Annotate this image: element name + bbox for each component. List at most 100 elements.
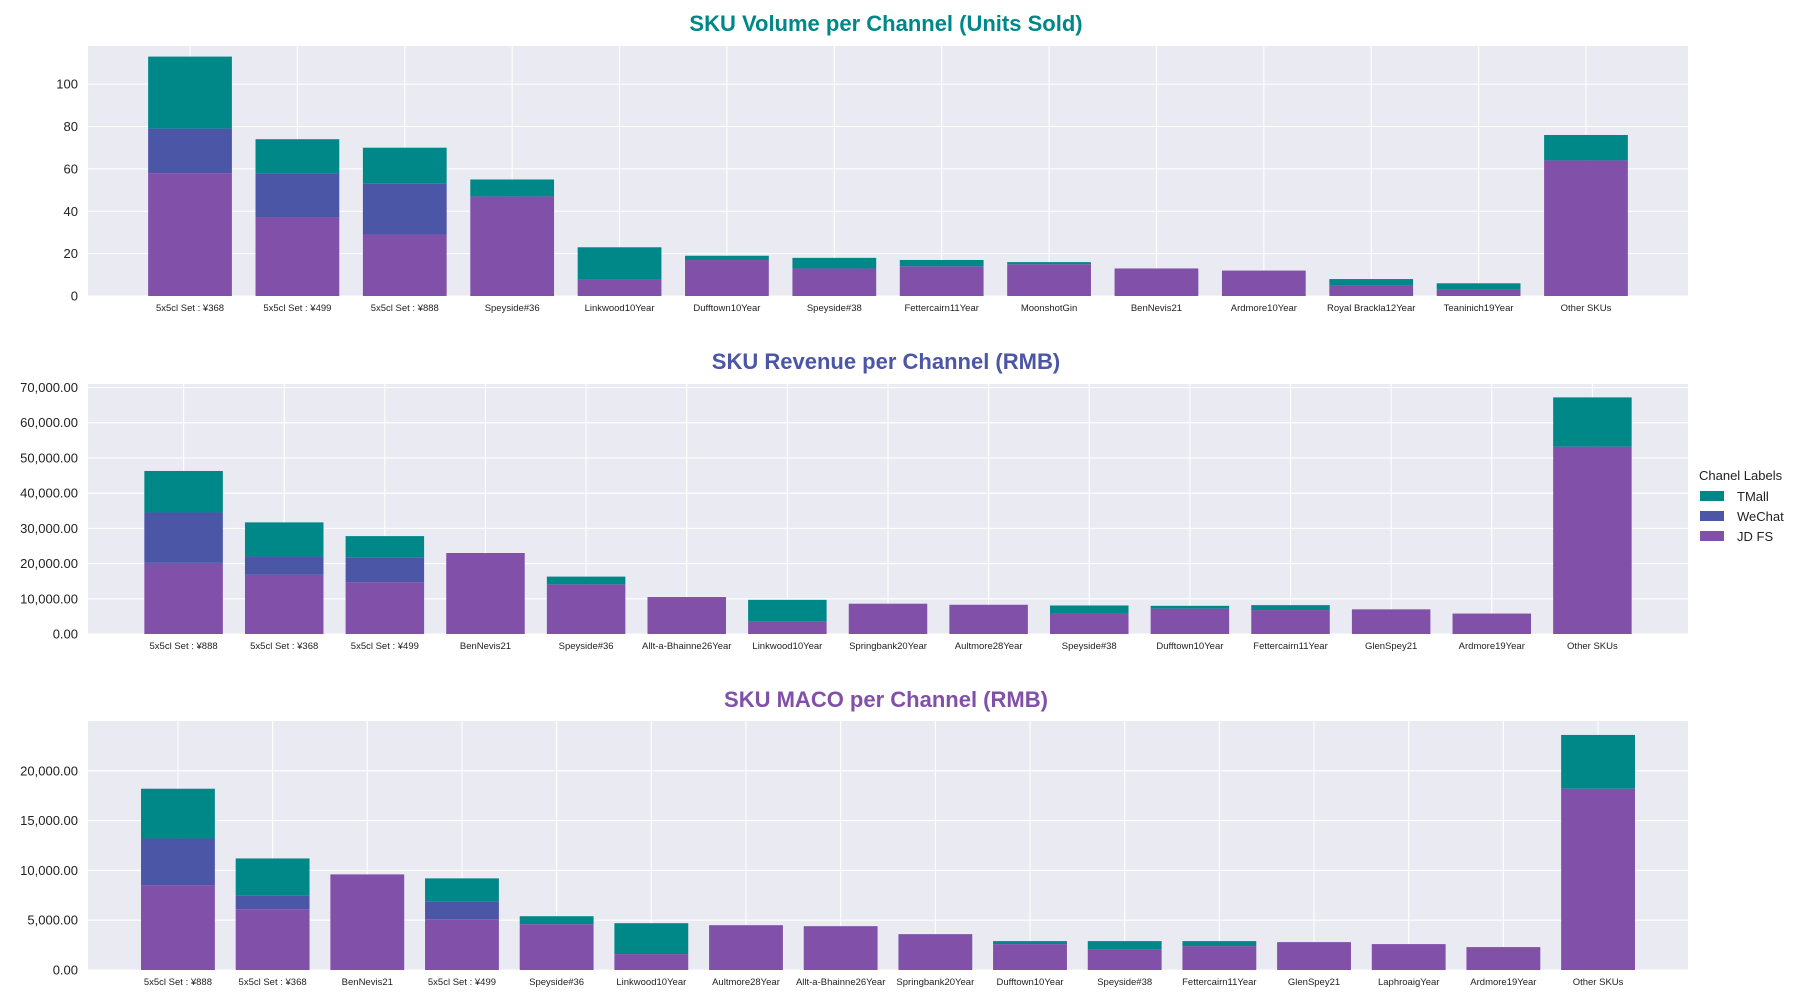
maco-xtick-label: Linkwood10Year — [616, 977, 686, 988]
legend-swatch-jdfs — [1700, 531, 1724, 541]
maco-ytick-label: 20,000.00 — [20, 763, 78, 778]
revenue-xtick-label: 5x5cl Set : ¥888 — [150, 641, 218, 652]
volume-ytick-label: 20 — [64, 246, 78, 261]
maco-bar-jd-fs-speyside-38 — [1087, 949, 1162, 970]
maco-xtick-label: GlenSpey21 — [1288, 977, 1340, 988]
maco-bar-jd-fs-5x5cl-set-368 — [235, 909, 310, 970]
volume-bar-tmall-fettercairn11year — [899, 259, 984, 267]
volume-bar-tmall-5x5cl-set-368 — [148, 56, 232, 129]
volume-bar-jd-fs-speyside-38 — [792, 268, 877, 296]
revenue-bar-jd-fs-dufftown10year — [1150, 608, 1230, 634]
maco-bar-tmall-linkwood10year — [614, 923, 689, 955]
volume-bar-jd-fs-dufftown10year — [685, 259, 769, 296]
revenue-bar-tmall-other-skus — [1553, 397, 1632, 447]
volume-chart-panel: SKU Volume per Channel (Units Sold) 0 20 4… — [56, 11, 1688, 314]
maco-bar-jd-fs-fettercairn11year — [1182, 946, 1257, 970]
revenue-ytick-label: 30,000.00 — [20, 521, 78, 536]
maco-bar-jd-fs-other-skus — [1561, 788, 1635, 970]
revenue-bar-tmall-dufftown10year — [1150, 605, 1230, 609]
volume-bar-jd-fs-5x5cl-set-499 — [255, 217, 340, 296]
revenue-ytick-label: 20,000.00 — [20, 556, 78, 571]
revenue-bar-tmall-speyside-38 — [1050, 605, 1129, 614]
volume-bar-tmall-5x5cl-set-499 — [255, 139, 340, 174]
maco-xtick-label: Aultmore28Year — [712, 977, 780, 988]
revenue-bar-jd-fs-speyside-36 — [546, 584, 626, 634]
volume-bar-tmall-linkwood10year — [577, 247, 662, 280]
maco-bar-wechat-5x5cl-set-888 — [141, 838, 215, 886]
revenue-bar-jd-fs-5x5cl-set-499 — [345, 582, 425, 634]
maco-bar-tmall-speyside-38 — [1087, 941, 1162, 950]
revenue-xtick-label: Fettercairn11Year — [1253, 641, 1327, 652]
maco-bar-jd-fs-bennevis21 — [330, 874, 405, 970]
maco-bar-jd-fs-laphroaigyear — [1371, 944, 1446, 970]
volume-ytick-label: 80 — [64, 119, 78, 134]
maco-xtick-label: Dufftown10Year — [996, 977, 1063, 988]
maco-xtick-label: 5x5cl Set : ¥499 — [428, 977, 496, 988]
legend-label-wechat: WeChat — [1737, 509, 1784, 524]
maco-xtick-label: Springbank20Year — [896, 977, 974, 988]
volume-bar-wechat-5x5cl-set-499 — [255, 173, 340, 218]
volume-bar-jd-fs-linkwood10year — [577, 279, 662, 296]
volume-xtick-label: 5x5cl Set : ¥888 — [371, 303, 439, 314]
legend-swatch-wechat — [1700, 511, 1724, 521]
revenue-xtick-label: Ardmore19Year — [1459, 641, 1525, 652]
revenue-xtick-label: 5x5cl Set : ¥368 — [250, 641, 318, 652]
revenue-xtick-label: Speyside#38 — [1062, 641, 1117, 652]
revenue-ytick-label: 0.00 — [53, 627, 78, 642]
legend-label-jdfs: JD FS — [1737, 529, 1773, 544]
revenue-bar-jd-fs-ardmore19year — [1452, 613, 1532, 634]
maco-bar-tmall-5x5cl-set-888 — [141, 788, 215, 839]
maco-bar-jd-fs-5x5cl-set-888 — [141, 885, 215, 970]
maco-bar-wechat-5x5cl-set-368 — [235, 895, 310, 910]
maco-xtick-label: Other SKUs — [1573, 977, 1624, 988]
volume-xtick-label: Teaninich19Year — [1444, 303, 1514, 314]
revenue-ytick-label: 10,000.00 — [20, 591, 78, 606]
maco-bar-tmall-speyside-36 — [519, 916, 594, 925]
revenue-xtick-label: GlenSpey21 — [1365, 641, 1417, 652]
maco-xtick-label: BenNevis21 — [342, 977, 393, 988]
volume-bar-jd-fs-bennevis21 — [1114, 268, 1199, 296]
volume-bar-jd-fs-speyside-36 — [470, 196, 555, 296]
revenue-bar-jd-fs-glenspey21 — [1351, 609, 1431, 634]
maco-bar-tmall-dufftown10year — [993, 941, 1067, 945]
volume-bar-tmall-speyside-36 — [470, 179, 555, 197]
revenue-xtick-label: Aultmore28Year — [955, 641, 1023, 652]
revenue-xtick-label: Other SKUs — [1567, 641, 1618, 652]
revenue-bar-tmall-linkwood10year — [748, 599, 827, 622]
maco-chart-title: SKU MACO per Channel (RMB) — [724, 687, 1048, 712]
volume-bar-tmall-other-skus — [1544, 134, 1628, 161]
maco-xtick-label: LaphroaigYear — [1378, 977, 1439, 988]
volume-bar-wechat-5x5cl-set-888 — [362, 183, 447, 235]
maco-bar-jd-fs-springbank20year — [898, 934, 973, 970]
maco-xtick-label: Ardmore19Year — [1470, 977, 1536, 988]
volume-bar-tmall-dufftown10year — [685, 255, 769, 260]
volume-xtick-label: MoonshotGin — [1021, 303, 1078, 314]
maco-bar-jd-fs-allt-a-bhainne26year — [803, 926, 878, 970]
revenue-bar-tmall-5x5cl-set-499 — [345, 536, 425, 558]
revenue-bar-wechat-5x5cl-set-368 — [244, 556, 324, 575]
revenue-bar-jd-fs-other-skus — [1553, 446, 1632, 634]
revenue-xtick-label: Speyside#36 — [559, 641, 614, 652]
volume-xtick-label: 5x5cl Set : ¥499 — [263, 303, 331, 314]
volume-bar-jd-fs-teaninich19year — [1436, 289, 1521, 296]
chart-legend: Chanel Labels TMall WeChat JD FS — [1699, 468, 1784, 544]
revenue-bar-tmall-speyside-36 — [546, 576, 626, 585]
revenue-chart-title: SKU Revenue per Channel (RMB) — [712, 349, 1060, 374]
revenue-xtick-label: Dufftown10Year — [1156, 641, 1223, 652]
revenue-ytick-label: 60,000.00 — [20, 415, 78, 430]
legend-label-tmall: TMall — [1737, 489, 1769, 504]
revenue-bar-tmall-5x5cl-set-888 — [144, 470, 223, 513]
maco-ytick-label: 5,000.00 — [27, 913, 78, 928]
volume-bar-tmall-royal-brackla12year — [1329, 279, 1414, 286]
maco-bar-jd-fs-5x5cl-set-499 — [425, 919, 499, 970]
volume-bar-jd-fs-5x5cl-set-888 — [362, 234, 447, 296]
revenue-bar-tmall-fettercairn11year — [1251, 605, 1330, 611]
legend-swatch-tmall — [1700, 491, 1724, 501]
maco-xtick-label: Speyside#38 — [1097, 977, 1152, 988]
maco-bar-jd-fs-glenspey21 — [1277, 942, 1351, 970]
maco-plot-area — [88, 721, 1688, 970]
volume-bar-tmall-speyside-38 — [792, 257, 877, 269]
revenue-xtick-label: Springbank20Year — [849, 641, 927, 652]
